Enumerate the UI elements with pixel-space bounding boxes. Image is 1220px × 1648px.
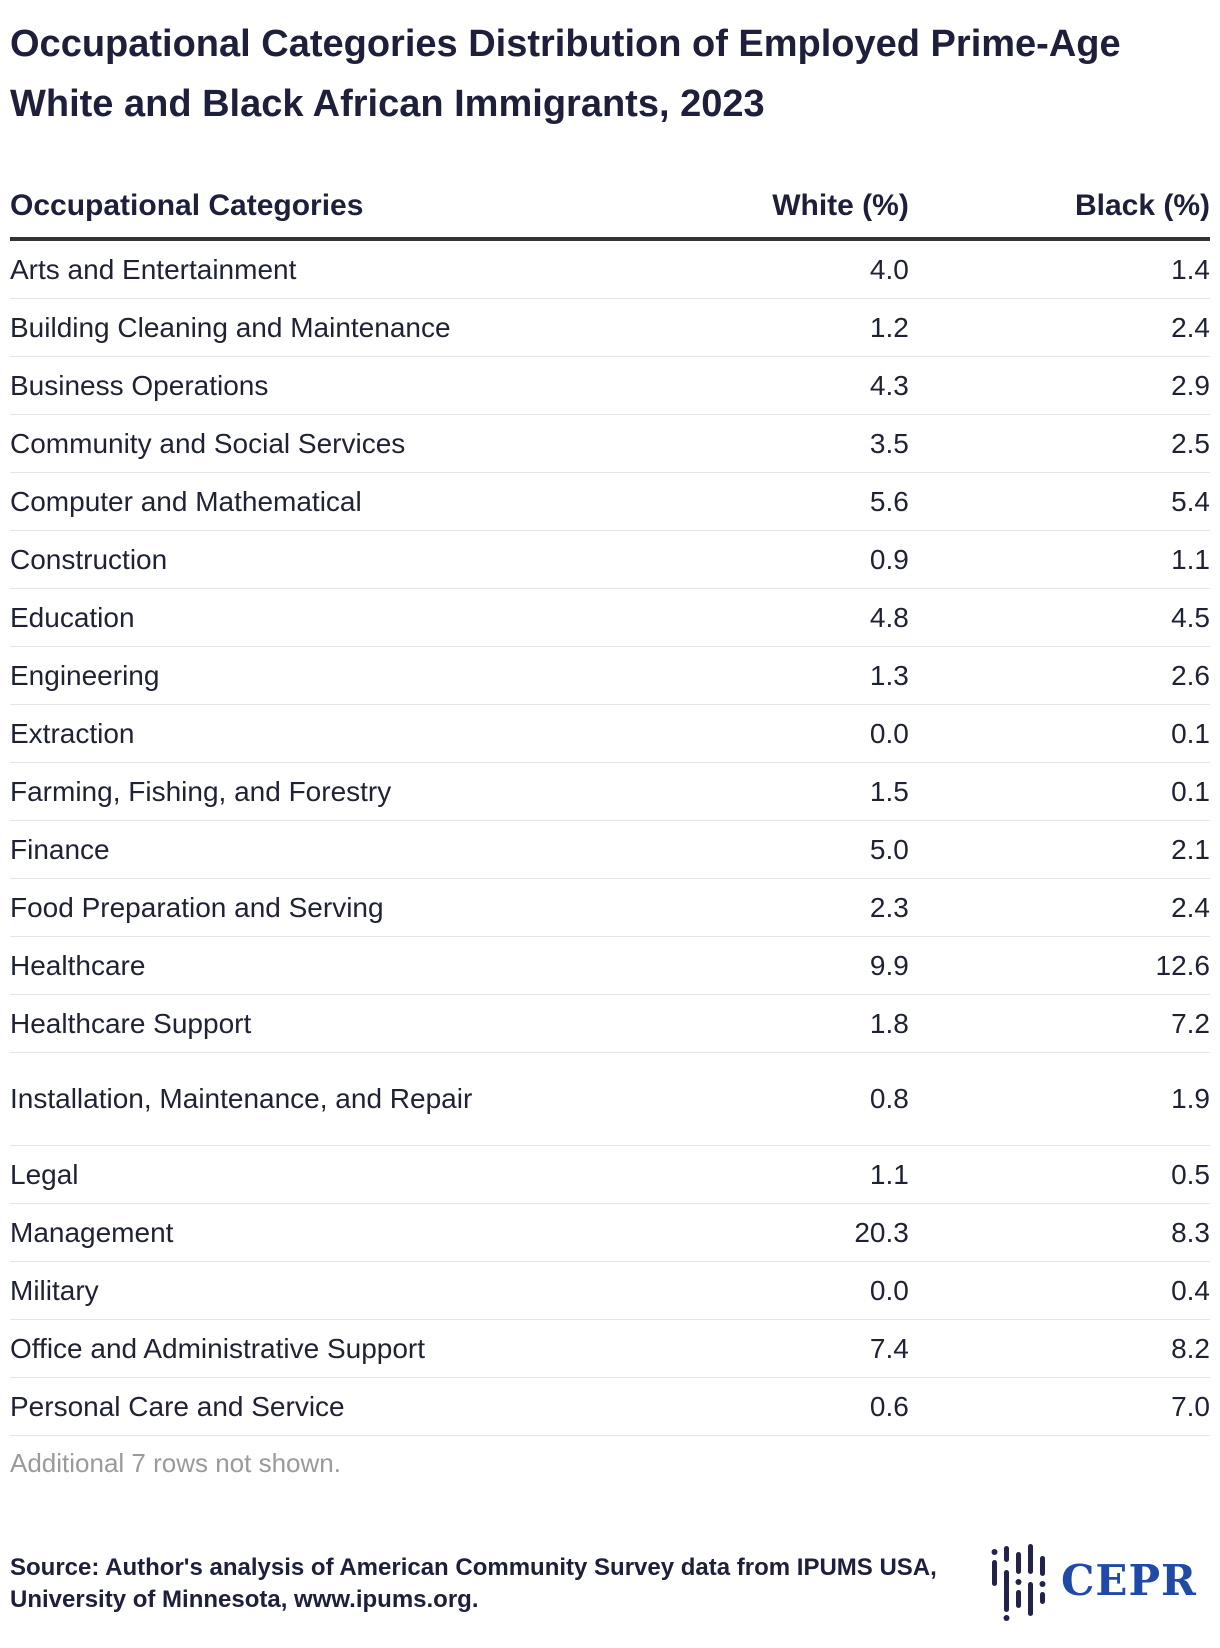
table-row: Personal Care and Service 0.6 7.0	[10, 1377, 1210, 1436]
rows-not-shown-note: Additional 7 rows not shown.	[10, 1448, 341, 1478]
source-note: Source: Author's analysis of American Co…	[10, 1554, 937, 1613]
table-row: Construction 0.9 1.1	[10, 530, 1210, 589]
black-value-cell: 1.4	[908, 239, 1210, 299]
table-row: Computer and Mathematical 5.6 5.4	[10, 472, 1210, 531]
table-row: Farming, Fishing, and Forestry 1.5 0.1	[10, 762, 1210, 821]
cepr-logo-mark-icon	[991, 1544, 1046, 1621]
white-value-cell: 0.0	[641, 704, 909, 763]
black-value-cell: 5.4	[908, 472, 1210, 531]
category-cell: Legal	[10, 1145, 642, 1204]
cepr-logo: CEPR	[988, 1538, 1198, 1624]
white-value-cell: 4.0	[641, 239, 909, 299]
table-body: Arts and Entertainment 4.0 1.4 Building Cle…	[10, 239, 1210, 1436]
chart-title: Occupational Categories Distribution of …	[10, 23, 1121, 125]
black-value-cell: 0.1	[908, 704, 1210, 763]
table-row: Legal 1.1 0.5	[10, 1145, 1210, 1204]
table-row: Community and Social Services 3.5 2.5	[10, 414, 1210, 473]
black-value-cell: 1.9	[908, 1052, 1210, 1146]
category-cell: Building Cleaning and Maintenance	[10, 298, 642, 357]
black-value-cell: 2.4	[908, 878, 1210, 937]
table-row: Military 0.0 0.4	[10, 1261, 1210, 1320]
category-cell: Food Preparation and Serving	[10, 878, 642, 937]
white-value-cell: 9.9	[641, 936, 909, 995]
category-cell: Farming, Fishing, and Forestry	[10, 762, 642, 821]
table-row: Food Preparation and Serving 2.3 2.4	[10, 878, 1210, 937]
category-cell: Computer and Mathematical	[10, 472, 642, 531]
category-cell: Construction	[10, 530, 642, 589]
white-value-cell: 0.0	[641, 1261, 909, 1320]
category-cell: Engineering	[10, 646, 642, 705]
black-value-cell: 8.2	[908, 1319, 1210, 1378]
category-cell: Business Operations	[10, 356, 642, 415]
table-row: Healthcare 9.9 12.6	[10, 936, 1210, 995]
table-row: Extraction 0.0 0.1	[10, 704, 1210, 763]
table-row: Engineering 1.3 2.6	[10, 646, 1210, 705]
white-value-cell: 1.2	[641, 298, 909, 357]
table-row: Building Cleaning and Maintenance 1.2 2.4	[10, 298, 1210, 357]
black-value-cell: 4.5	[908, 588, 1210, 647]
category-cell: Finance	[10, 820, 642, 879]
white-value-cell: 4.3	[641, 356, 909, 415]
black-value-cell: 2.9	[908, 356, 1210, 415]
category-cell: Arts and Entertainment	[10, 239, 642, 299]
cepr-logo-text: CEPR	[1061, 1556, 1197, 1605]
black-value-cell: 7.0	[908, 1377, 1210, 1436]
column-header-black: Black (%)	[908, 175, 1210, 241]
category-cell: Personal Care and Service	[10, 1377, 642, 1436]
white-value-cell: 3.5	[641, 414, 909, 473]
table-row: Management 20.3 8.3	[10, 1203, 1210, 1262]
black-value-cell: 0.1	[908, 762, 1210, 821]
category-cell: Community and Social Services	[10, 414, 642, 473]
black-value-cell: 2.6	[908, 646, 1210, 705]
white-value-cell: 0.8	[641, 1052, 909, 1146]
white-value-cell: 0.9	[641, 530, 909, 589]
black-value-cell: 2.1	[908, 820, 1210, 879]
category-cell: Installation, Maintenance, and Repair	[10, 1052, 642, 1146]
column-header-category: Occupational Categories	[10, 175, 642, 241]
black-value-cell: 12.6	[908, 936, 1210, 995]
white-value-cell: 1.5	[641, 762, 909, 821]
table-row: Finance 5.0 2.1	[10, 820, 1210, 879]
white-value-cell: 1.3	[641, 646, 909, 705]
white-value-cell: 1.1	[641, 1145, 909, 1204]
white-value-cell: 1.8	[641, 994, 909, 1053]
black-value-cell: 0.5	[908, 1145, 1210, 1204]
table-row: Arts and Entertainment 4.0 1.4	[10, 239, 1210, 299]
black-value-cell: 7.2	[908, 994, 1210, 1053]
table-row: Business Operations 4.3 2.9	[10, 356, 1210, 415]
white-value-cell: 4.8	[641, 588, 909, 647]
table-row: Education 4.8 4.5	[10, 588, 1210, 647]
category-cell: Office and Administrative Support	[10, 1319, 642, 1378]
header-row: Occupational Categories White (%) Black …	[10, 175, 1210, 241]
white-value-cell: 2.3	[641, 878, 909, 937]
black-value-cell: 0.4	[908, 1261, 1210, 1320]
category-cell: Management	[10, 1203, 642, 1262]
white-value-cell: 5.0	[641, 820, 909, 879]
category-cell: Education	[10, 588, 642, 647]
black-value-cell: 1.1	[908, 530, 1210, 589]
black-value-cell: 8.3	[908, 1203, 1210, 1262]
category-cell: Healthcare Support	[10, 994, 642, 1053]
white-value-cell: 5.6	[641, 472, 909, 531]
black-value-cell: 2.5	[908, 414, 1210, 473]
table-row: Installation, Maintenance, and Repair 0.8…	[10, 1052, 1210, 1146]
category-cell: Military	[10, 1261, 642, 1320]
data-table: Occupational Categories White (%) Black …	[10, 175, 1210, 1436]
column-header-white: White (%)	[641, 175, 909, 241]
table-row: Healthcare Support 1.8 7.2	[10, 994, 1210, 1053]
table-row: Office and Administrative Support 7.4 8.2	[10, 1319, 1210, 1378]
category-cell: Extraction	[10, 704, 642, 763]
category-cell: Healthcare	[10, 936, 642, 995]
black-value-cell: 2.4	[908, 298, 1210, 357]
white-value-cell: 7.4	[641, 1319, 909, 1378]
white-value-cell: 20.3	[641, 1203, 909, 1262]
white-value-cell: 0.6	[641, 1377, 909, 1436]
